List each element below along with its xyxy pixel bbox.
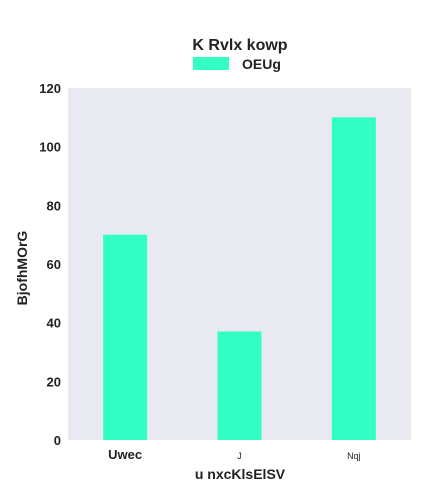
y-tick-label: 60 <box>47 257 61 272</box>
y-tick-label: 120 <box>39 81 61 96</box>
y-axis-title: BjofhMOrG <box>14 231 30 306</box>
y-tick-label: 20 <box>47 374 61 389</box>
bar-J <box>217 331 262 440</box>
bar-Nqj <box>331 117 376 440</box>
bar-Uwec <box>103 234 148 440</box>
y-tick-label: 40 <box>47 316 61 331</box>
legend-swatch <box>193 57 229 70</box>
y-tick-label: 100 <box>39 140 61 155</box>
x-tick-label: Nqj <box>347 451 361 461</box>
x-tick-label: J <box>237 451 242 461</box>
y-tick-label: 0 <box>54 433 61 448</box>
legend-label: OEUg <box>242 56 281 72</box>
x-tick-label: Uwec <box>108 447 142 462</box>
x-axis-title: u nxcKlsElSV <box>195 466 286 482</box>
chart-title: K Rvlx kowp <box>192 37 287 54</box>
y-tick-label: 80 <box>47 198 61 213</box>
